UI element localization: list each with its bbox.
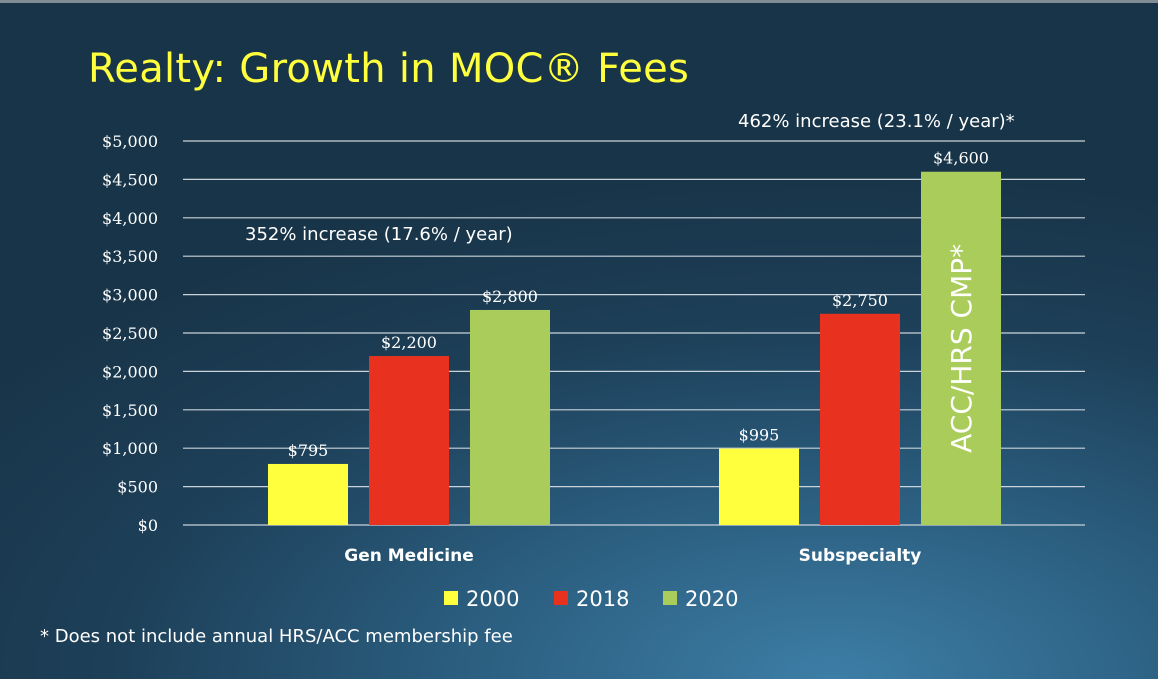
y-tick-label: $2,000 [102,362,158,381]
data-label: $2,750 [832,291,888,310]
y-tick-label: $1,000 [102,439,158,458]
data-label: $795 [288,441,329,460]
legend-label: 2018 [576,587,629,611]
bars [268,171,1001,525]
legend-swatch [554,591,568,605]
bar-2000-gen-medicine [268,463,348,525]
bar-2018-gen-medicine [369,356,449,525]
bar-2018-subspecialty [820,313,900,525]
y-tick-label: $0 [138,516,158,535]
category-labels: Gen Medicine Subspecialty [344,546,921,566]
annotation-gen-medicine: 352% increase (17.6% / year) [245,224,513,245]
bar-annotation-acc-hrs-cmp: ACC/HRS CMP* [945,244,978,453]
footnote: * Does not include annual HRS/ACC member… [40,626,513,647]
annotation-subspecialty: 462% increase (23.1% / year)* [738,111,1015,132]
y-tick-label: $4,500 [102,170,158,189]
data-label: $995 [739,426,780,445]
data-label: $2,200 [381,333,437,352]
legend-label: 2020 [685,587,738,611]
bar-2020-subspecialty [921,171,1001,525]
slide-title: Realty: Growth in MOC® Fees [88,46,690,92]
y-tick-label: $5,000 [102,132,158,151]
y-tick-label: $500 [117,478,158,497]
y-tick-label: $3,000 [102,286,158,305]
legend-swatch [444,591,458,605]
top-border [0,0,1158,3]
legend: 2000 2018 2020 [444,587,738,611]
category-label: Gen Medicine [344,546,473,566]
y-tick-label: $2,500 [102,324,158,343]
category-label: Subspecialty [799,546,922,566]
y-tick-label: $1,500 [102,401,158,420]
bar-2000-subspecialty [719,448,799,525]
legend-swatch [663,591,677,605]
bar-2020-gen-medicine [470,309,550,525]
data-labels: $795 $2,200 $2,800 $995 $2,750 $4,600 [288,149,989,460]
data-label: $2,800 [482,287,538,306]
legend-label: 2000 [466,587,519,611]
data-label: $4,600 [933,149,989,168]
y-tick-label: $4,000 [102,209,158,228]
y-axis-ticks: $0 $500 $1,000 $1,500 $2,000 $2,500 $3,000 $3,5… [102,132,158,535]
y-tick-label: $3,500 [102,247,158,266]
